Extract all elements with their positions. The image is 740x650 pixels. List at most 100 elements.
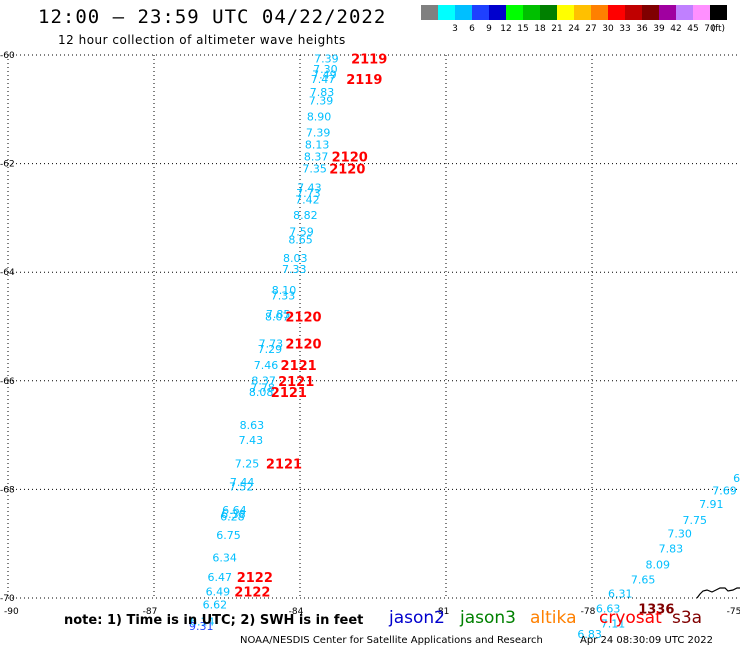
- time-label: 2121: [278, 375, 314, 390]
- wave-height-label: 6.5: [733, 472, 740, 485]
- legend-swatch: [591, 5, 608, 20]
- grid-lines: [7, 54, 738, 599]
- wave-height-label: 7.29: [258, 343, 283, 356]
- time-label: 2120: [285, 337, 321, 352]
- wave-height-label: 6.63: [596, 602, 621, 615]
- wave-height-label: 8.07: [265, 311, 290, 324]
- legend-tick-label: 36: [636, 24, 648, 34]
- wave-height-label: 8.08: [249, 386, 274, 399]
- wave-height-label: 6.38: [221, 508, 246, 521]
- wave-height-label: 7.39: [314, 52, 339, 65]
- wave-height-label: 7.83: [310, 86, 335, 99]
- wave-height-label: 7.30: [667, 527, 692, 540]
- wave-height-label: 7.11: [601, 618, 626, 631]
- wave-height-label: 6.34: [212, 551, 237, 564]
- wave-height-label: 8.63: [240, 419, 264, 432]
- wave-height-label: 7.43: [239, 434, 264, 447]
- x-tick-label: -81: [435, 607, 450, 617]
- legend-swatch: [710, 5, 727, 20]
- wave-height-label: 6.28: [220, 511, 245, 524]
- legend-tick-label: 6: [469, 24, 475, 34]
- legend-tick-label: 24: [568, 24, 580, 34]
- wave-height-label: 8.37: [304, 151, 329, 164]
- legend-tick-label: 3: [452, 24, 458, 34]
- y-tick-label: -64: [0, 268, 15, 278]
- wave-height-label: 7.69: [712, 484, 737, 497]
- legend-swatch: [659, 5, 676, 20]
- x-tick-label: -84: [289, 607, 304, 617]
- footer-note: note: 1) Time is in UTC; 2) SWH is in fe…: [64, 613, 364, 628]
- legend-tick-label: 18: [534, 24, 546, 34]
- satellite-cryosat: cryosat: [599, 608, 662, 628]
- legend-tick-label: 12: [500, 24, 511, 34]
- wave-height-label: 7.78: [250, 381, 274, 394]
- legend-swatch: [625, 5, 642, 20]
- legend-swatch: [608, 5, 625, 20]
- wave-height-label: 7.33: [282, 263, 307, 276]
- footer-timestamp: Apr 24 08:30:09 UTC 2022: [580, 635, 713, 646]
- legend-tick-label: 33: [619, 24, 630, 34]
- legend-swatch: [489, 5, 506, 20]
- wave-height-label: 8.65: [288, 234, 313, 247]
- legend-swatch: [523, 5, 540, 20]
- wave-height-label: 7.73: [296, 187, 321, 200]
- wave-height-label: 8.37: [251, 374, 275, 387]
- satellite-altika: altika: [530, 608, 577, 628]
- legend-swatch: [438, 5, 455, 20]
- time-label: 2120: [329, 162, 365, 177]
- coastline-segment: [696, 587, 740, 599]
- y-tick-label: -66: [0, 377, 15, 387]
- wave-height-label: 7.25: [235, 457, 260, 470]
- satellite-jason2: jason2: [389, 608, 445, 628]
- wave-height-label: 7.46: [254, 359, 279, 372]
- wave-height-label: 7.30: [313, 63, 338, 76]
- legend-swatch: [455, 5, 472, 20]
- legend-swatch: [574, 5, 591, 20]
- legend-unit: (ft): [711, 24, 725, 34]
- satellite-jason3: jason3: [460, 608, 516, 628]
- time-label: 2119: [346, 73, 382, 88]
- wave-height-label: 6.75: [216, 529, 241, 542]
- legend-swatch: [472, 5, 489, 20]
- legend-tick-label: 39: [653, 24, 665, 34]
- wave-height-label: 7.91: [699, 498, 724, 511]
- legend-tick-label: 27: [585, 24, 596, 34]
- time-label: 2121: [271, 386, 307, 401]
- wave-height-label: 7.44: [230, 476, 255, 489]
- wave-height-label: 7.39: [309, 95, 334, 108]
- time-label: 2122: [234, 585, 270, 600]
- legend-swatch: [421, 5, 438, 20]
- time-label: 2121: [266, 457, 302, 472]
- legend-swatch: [506, 5, 523, 20]
- wave-height-label: 8.90: [307, 110, 332, 123]
- legend-swatch: [557, 5, 574, 20]
- legend-tick-label: 70: [704, 24, 716, 34]
- wave-height-label: 7.75: [683, 514, 708, 527]
- wave-height-label: 8.03: [283, 252, 308, 265]
- footer-credit: NOAA/NESDIS Center for Satellite Applica…: [240, 635, 543, 646]
- wave-height-label: 7.49: [312, 69, 337, 82]
- wave-height-label: 8.10: [272, 284, 297, 297]
- wave-height-label: 7.73: [259, 337, 284, 350]
- wave-height-label: 7.42: [295, 193, 320, 206]
- coastline: [696, 587, 740, 599]
- wave-height-label: 7.65: [631, 574, 656, 587]
- wave-height-label: 6.83: [577, 628, 602, 641]
- legend-tick-label: 15: [517, 24, 528, 34]
- wave-height-label: 8.09: [646, 558, 671, 571]
- wave-height-label: 6.14: [190, 615, 215, 628]
- legend-swatch: [642, 5, 659, 20]
- wave-height-label: 7.59: [289, 225, 314, 238]
- y-tick-label: -62: [0, 160, 15, 170]
- data-labels: 7.397.307.497.477.837.398.907.398.138.37…: [189, 52, 740, 641]
- y-tick-label: -70: [0, 594, 15, 604]
- time-label: 2120: [332, 151, 368, 166]
- y-tick-label: -68: [0, 485, 15, 495]
- legend-tick-label: 42: [670, 24, 681, 34]
- wave-height-label: 7.33: [271, 290, 296, 303]
- legend-swatch: [676, 5, 693, 20]
- wave-height-label: 7.39: [306, 127, 331, 140]
- legend-tick-label: 30: [602, 24, 614, 34]
- wave-height-label: 7.52: [229, 481, 254, 494]
